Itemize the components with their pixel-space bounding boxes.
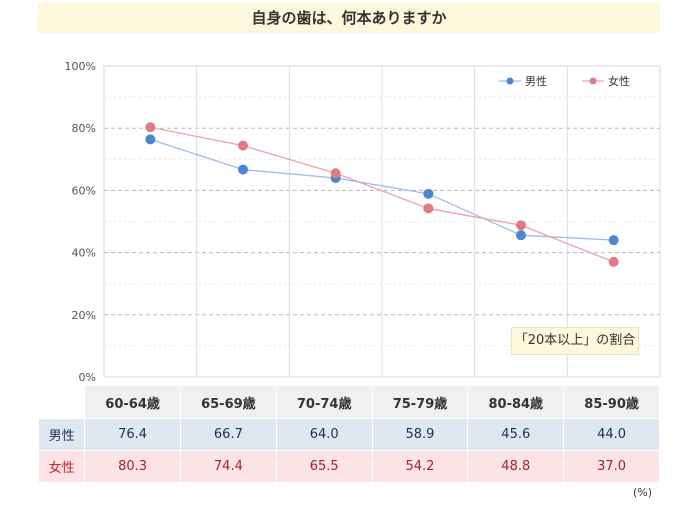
legend-marker [506, 77, 514, 85]
table-cell: 48.8 [468, 450, 564, 482]
table-header-cell: 70-74歳 [276, 386, 372, 418]
legend-label: 男性 [525, 74, 547, 88]
y-tick-label: 60% [72, 184, 96, 197]
table-header-cell: 80-84歳 [468, 386, 564, 418]
y-tick-label: 20% [72, 309, 96, 322]
table-cell: 54.2 [372, 450, 468, 482]
data-point [145, 122, 156, 133]
data-point [516, 230, 526, 241]
table-header-cell: 60-64歳 [85, 386, 180, 418]
table-header-row: 60-64歳 65-69歳 70-74歳 75-79歳 80-84歳 85-90… [39, 386, 659, 418]
table-cell: 66.7 [180, 418, 276, 450]
data-point [330, 168, 341, 179]
row-label-male: 男性 [39, 418, 85, 450]
table-cell: 65.5 [276, 450, 372, 482]
data-point [423, 188, 434, 199]
annotation-label: 「20本以上」の割合 [511, 327, 639, 355]
series-line-1 [150, 126, 614, 263]
y-tick-label: 80% [72, 122, 96, 135]
data-point [145, 134, 156, 145]
table-cell: 44.0 [564, 418, 659, 450]
data-point [423, 203, 434, 214]
table-row-female: 女性 80.3 74.4 65.5 54.2 48.8 37.0 [39, 450, 659, 482]
y-tick-label: 100% [65, 60, 96, 73]
data-point [238, 140, 248, 151]
table-cell: 37.0 [564, 450, 659, 482]
legend-label: 女性 [608, 74, 630, 88]
table-cell: 74.4 [180, 450, 276, 482]
data-point [608, 235, 619, 246]
row-label-female: 女性 [39, 450, 85, 482]
data-table: 60-64歳 65-69歳 70-74歳 75-79歳 80-84歳 85-90… [38, 386, 660, 482]
chart-title: 自身の歯は、何本ありますか [38, 3, 660, 33]
table-cell: 45.6 [468, 418, 564, 450]
y-tick-label: 40% [72, 247, 96, 260]
table-cell: 76.4 [85, 418, 180, 450]
legend-marker [589, 77, 597, 85]
series-line-0 [150, 138, 614, 241]
table-cell: 58.9 [372, 418, 468, 450]
y-tick-label: 0% [79, 371, 96, 384]
table-header-cell: 85-90歳 [564, 386, 659, 418]
table-cell: 80.3 [85, 450, 180, 482]
table-corner [39, 386, 85, 418]
table-header-cell: 65-69歳 [180, 386, 276, 418]
data-point [516, 220, 526, 231]
unit-label: (%) [632, 486, 652, 499]
table-row-male: 男性 76.4 66.7 64.0 58.9 45.6 44.0 [39, 418, 659, 450]
table-cell: 64.0 [276, 418, 372, 450]
line-chart: 0% 20% 40% 60% 80% 100% 男性 女性 [65, 60, 661, 384]
table-header-cell: 75-79歳 [372, 386, 468, 418]
data-point [608, 256, 619, 267]
data-point [238, 164, 248, 175]
